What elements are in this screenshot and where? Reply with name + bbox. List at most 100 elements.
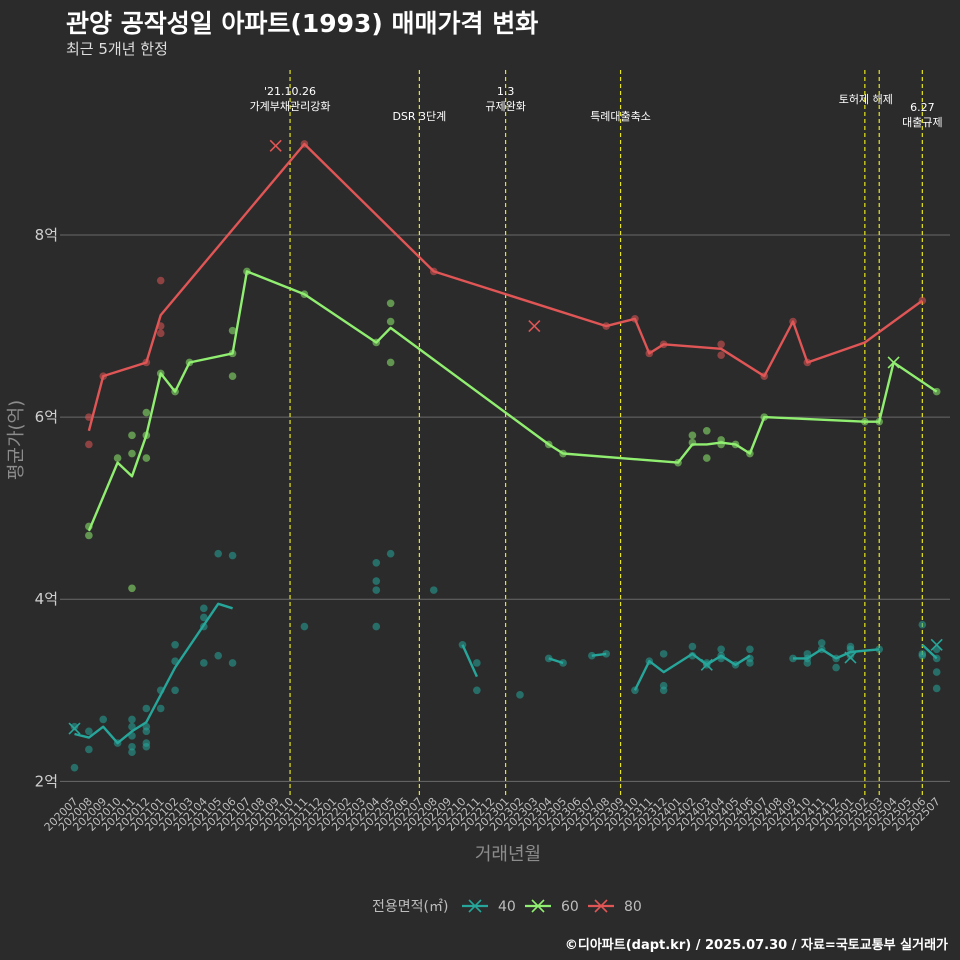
legend-label: 80 <box>624 899 642 915</box>
data-point <box>918 651 927 660</box>
event-label: '21.10.26 <box>264 85 316 98</box>
data-point <box>70 763 79 772</box>
data-point <box>702 426 711 435</box>
series-80 <box>85 139 927 449</box>
event-label: 특례대출축소 <box>590 110 651 123</box>
data-point <box>659 650 668 658</box>
y-axis-ticks: 2억 4억 6억 8억 <box>35 226 58 790</box>
series-line <box>591 652 607 657</box>
data-point <box>142 408 151 417</box>
data-point <box>516 691 524 699</box>
legend-key-cross <box>531 899 545 913</box>
data-point <box>932 668 941 676</box>
series-60 <box>85 267 941 593</box>
data-point <box>128 722 136 731</box>
event-label: 규제완화 <box>485 100 525 113</box>
data-point <box>200 604 208 613</box>
data-point <box>372 577 381 585</box>
data-point <box>200 613 208 622</box>
cross-stroke <box>68 722 81 735</box>
data-point <box>473 659 481 667</box>
legend-label: 40 <box>498 899 516 915</box>
data-point <box>386 299 395 308</box>
data-point <box>85 440 93 449</box>
data-point <box>300 622 309 631</box>
data-point <box>702 454 711 462</box>
data-point <box>70 722 79 731</box>
legend-item-60: 60 <box>525 899 579 915</box>
x-axis-ticks: 2020072020082020092020102020112020122021… <box>42 795 943 834</box>
data-point <box>128 748 136 757</box>
series-line <box>921 643 938 660</box>
y-tick-label: 4억 <box>35 590 58 608</box>
data-point <box>659 686 668 695</box>
data-point <box>717 645 725 654</box>
event-label: 가계부채관리강화 <box>250 100 331 113</box>
cross-stroke <box>700 658 713 671</box>
cross-stroke <box>844 651 857 664</box>
data-point <box>128 584 136 593</box>
data-point <box>386 549 395 558</box>
data-point <box>429 586 438 594</box>
data-point <box>372 559 381 567</box>
legend-key-cross <box>594 899 608 913</box>
data-point <box>85 531 93 540</box>
data-point <box>717 340 725 349</box>
data-point <box>171 686 179 695</box>
data-point <box>932 684 941 693</box>
legend: 전용면적(㎡) 40 60 80 <box>372 899 642 915</box>
data-point <box>386 358 395 367</box>
series-line <box>87 270 938 532</box>
data-point <box>142 742 151 751</box>
data-point <box>746 645 754 654</box>
y-tick-label: 8억 <box>35 226 58 244</box>
cross-marker <box>269 139 282 152</box>
y-axis-title: 평균가(억) <box>6 400 27 480</box>
cross-marker <box>528 319 541 333</box>
data-point <box>214 549 222 558</box>
data-point <box>85 745 93 754</box>
series-line <box>87 142 924 432</box>
grid-layer <box>60 234 950 782</box>
data-point <box>128 449 136 458</box>
event-label: DSR 3단계 <box>392 110 446 123</box>
data-point <box>171 640 179 649</box>
series-line <box>793 648 880 660</box>
data-point <box>156 704 165 713</box>
data-point <box>142 704 151 713</box>
series-line <box>633 652 751 691</box>
data-point <box>832 663 840 672</box>
data-point <box>128 742 136 751</box>
cross-marker <box>68 722 81 735</box>
cross-stroke <box>930 638 943 651</box>
data-point <box>803 659 812 667</box>
data-point <box>228 326 237 335</box>
source-footer: ©디아파트(dapt.kr) / 2025.07.30 / 자료=국토교통부 실… <box>564 938 948 953</box>
y-tick-label: 6억 <box>35 408 58 426</box>
cross-marker <box>844 651 857 664</box>
series-line <box>461 644 478 678</box>
data-point <box>688 431 697 440</box>
y-tick-label: 2억 <box>35 772 58 790</box>
data-point <box>228 551 237 560</box>
legend-items: 40 60 80 <box>462 899 642 915</box>
event-label: 1.3 <box>497 85 515 98</box>
data-point <box>688 642 697 651</box>
cross-marker <box>700 658 713 671</box>
data-point <box>228 659 237 667</box>
cross-marker <box>887 356 900 369</box>
data-point <box>228 372 237 380</box>
cross-marker <box>930 638 943 651</box>
cross-stroke <box>887 356 900 369</box>
data-point <box>142 454 151 462</box>
legend-item-80: 80 <box>588 899 642 915</box>
data-point <box>817 639 826 647</box>
series-line <box>548 657 564 665</box>
data-point <box>200 659 208 667</box>
data-point <box>372 622 381 631</box>
data-point <box>386 317 395 326</box>
data-point <box>473 686 481 695</box>
legend-key-cross <box>468 899 482 913</box>
data-point <box>875 645 884 654</box>
